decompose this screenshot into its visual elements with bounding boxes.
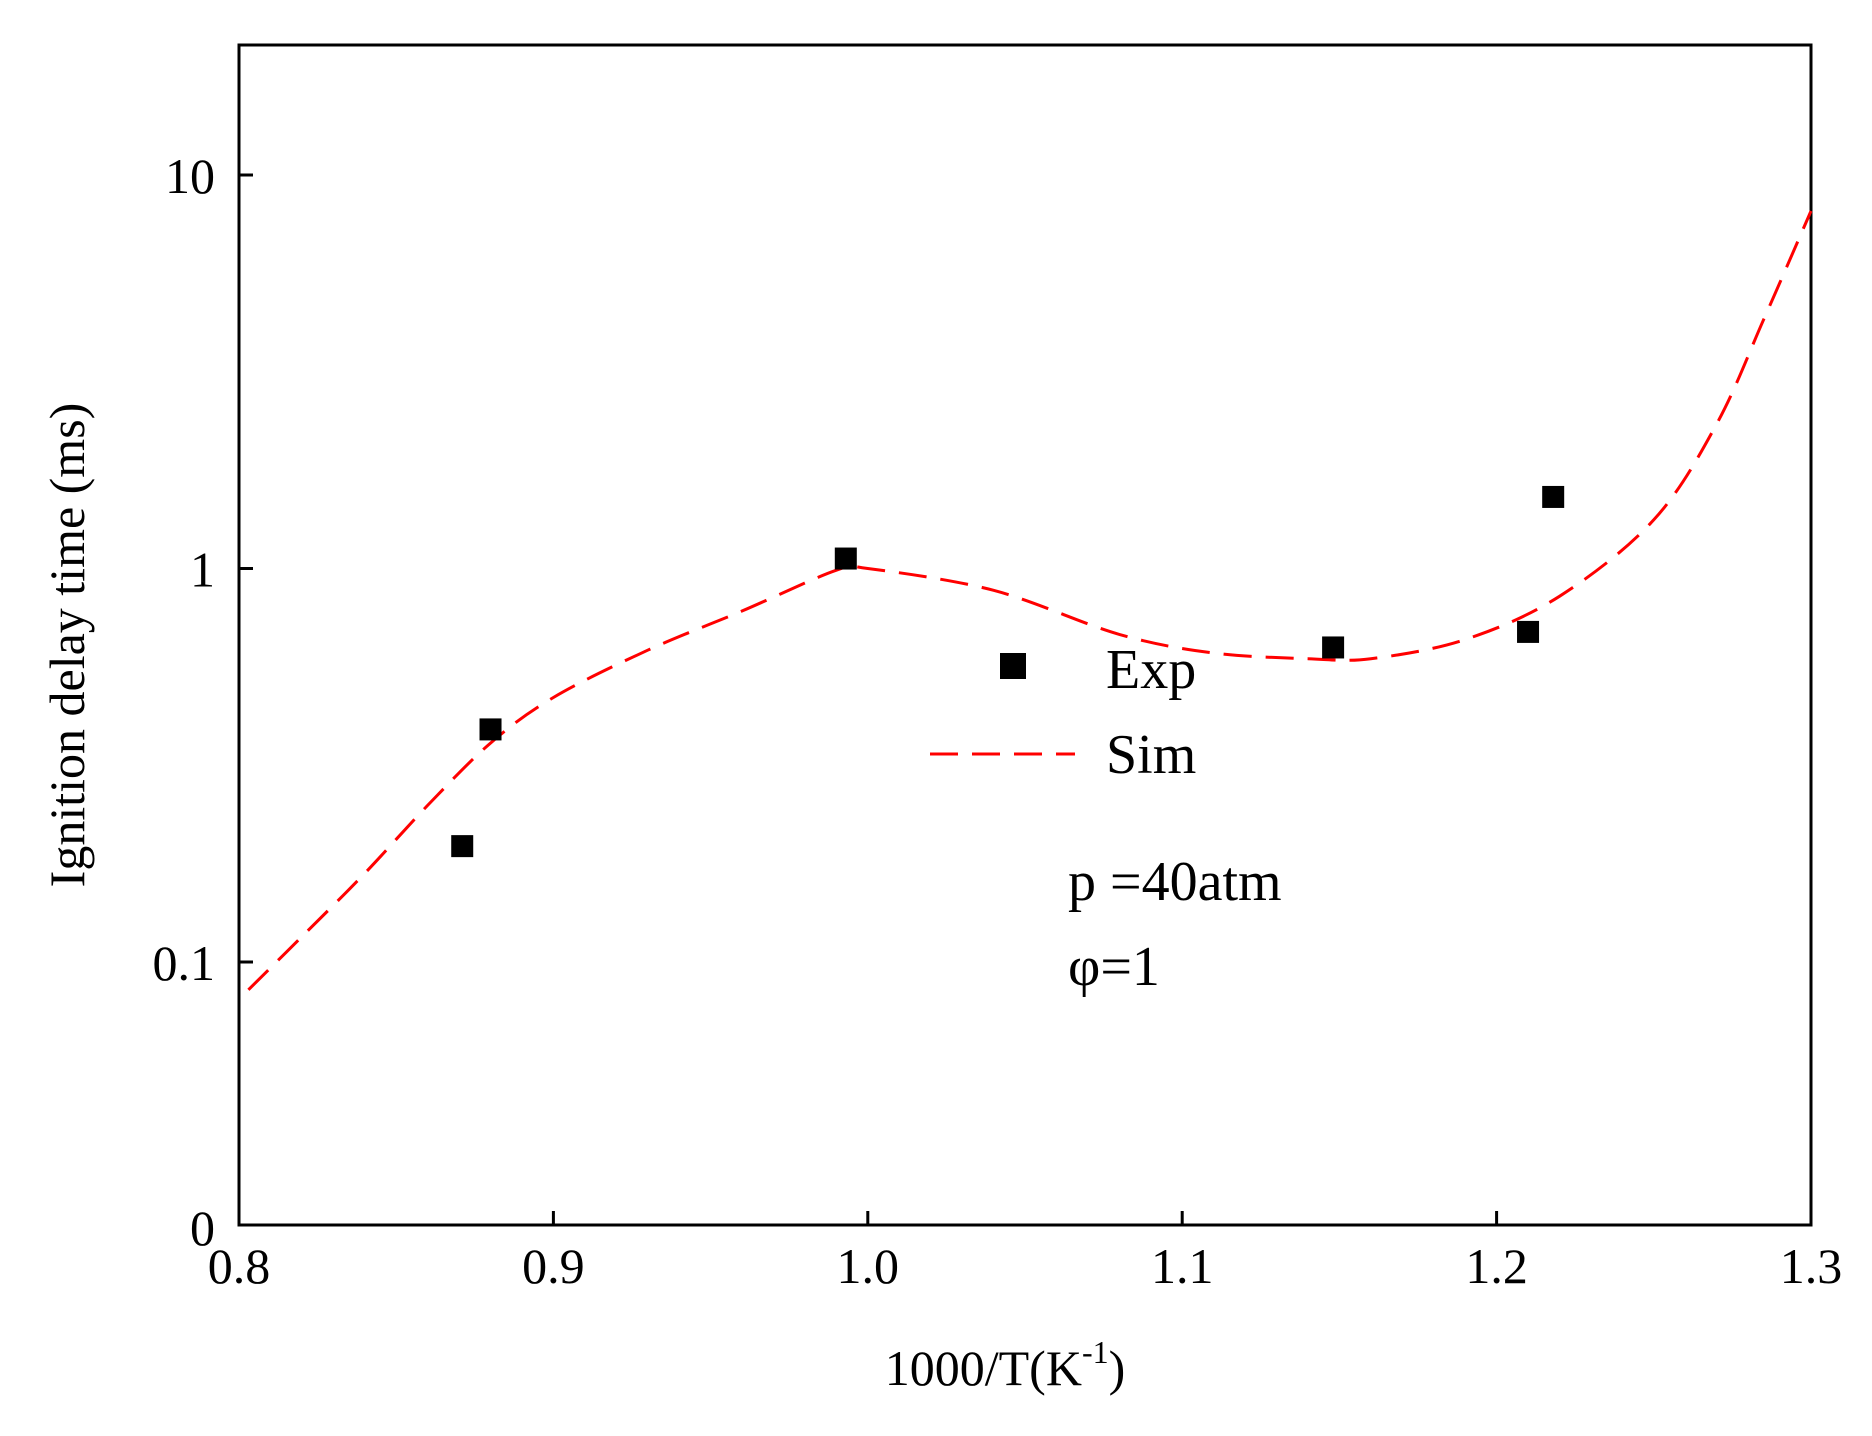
exp-point-2 [834,547,857,570]
legend-exp-label: Exp [1106,639,1196,701]
legend: Exp Sim [930,639,1196,786]
y-tick-label-0: 0.1 [153,935,216,991]
x-tick-label-0: 0.8 [208,1238,271,1294]
y-tick-labels: 0.1 1 10 [153,148,216,991]
x-axis-ticks [237,1211,1813,1225]
exp-point-3 [1322,636,1345,659]
x-tick-label-2: 1.0 [837,1238,900,1294]
legend-exp-marker [1000,653,1026,679]
x-tick-label-4: 1.2 [1465,1238,1528,1294]
x-axis-title-superscript: -1 [1082,1334,1109,1370]
y-bottom-tick-label: 0 [190,1200,215,1256]
exp-point-1 [479,718,502,741]
x-axis-title-close: ) [1109,1340,1126,1396]
sim-series-line [247,210,1813,991]
x-tick-label-3: 1.1 [1151,1238,1214,1294]
exp-point-0 [451,835,474,858]
y-tick-label-1: 1 [190,542,215,598]
y-axis-title: Ignition delay time (ms) [39,403,95,888]
exp-point-5 [1542,485,1565,508]
x-tick-label-5: 1.3 [1780,1238,1843,1294]
exp-series-points [451,485,1565,858]
pressure-annotation: p =40atm [1068,851,1282,913]
equivalence-ratio-annotation: φ=1 [1068,936,1160,998]
plot-frame [237,43,1813,1227]
y-axis-ticks [239,173,253,964]
exp-point-4 [1517,620,1540,643]
x-axis-title: 1000/T(K-1) [885,1334,1126,1396]
x-tick-labels: 0.8 0.9 1.0 1.1 1.2 1.3 [208,1238,1843,1294]
x-axis-title-main: 1000/T(K [885,1340,1082,1396]
y-tick-label-2: 10 [165,148,215,204]
legend-sim-label: Sim [1106,724,1196,786]
x-tick-label-1: 0.9 [522,1238,585,1294]
